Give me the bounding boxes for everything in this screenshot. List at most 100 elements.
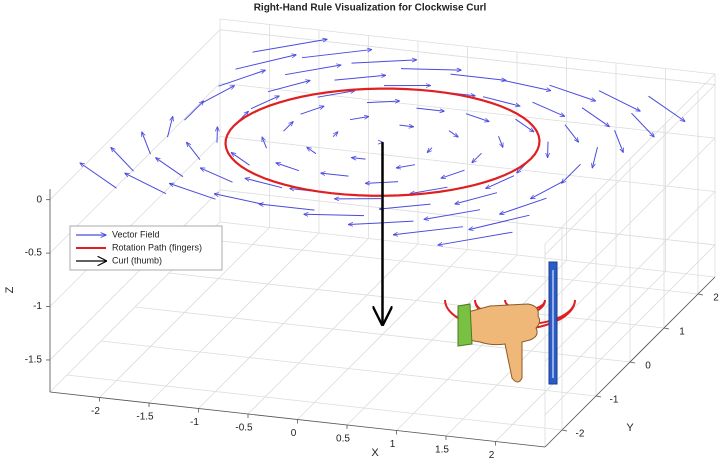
vector-arrow bbox=[167, 117, 173, 138]
x-tick-label: -0.5 bbox=[235, 423, 253, 434]
vector-arrow bbox=[366, 101, 399, 103]
vector-arrow bbox=[450, 73, 506, 80]
grid-line bbox=[219, 136, 716, 192]
vector-arrow bbox=[332, 132, 338, 138]
vector-arrow bbox=[564, 124, 578, 142]
vector-arrow bbox=[438, 231, 513, 245]
vector-arrow bbox=[111, 148, 134, 172]
vector-arrow bbox=[592, 147, 598, 168]
vector-arrow bbox=[614, 130, 624, 152]
vector-arrow bbox=[300, 106, 324, 115]
x-tick-label: -2 bbox=[91, 406, 100, 417]
y-axis-label: Y bbox=[626, 422, 634, 434]
vector-arrow bbox=[349, 220, 414, 224]
vector-arrow bbox=[252, 39, 327, 53]
vector-arrow bbox=[284, 65, 341, 76]
vector-arrow bbox=[379, 203, 431, 209]
grid-line bbox=[544, 84, 716, 255]
vector-arrow bbox=[631, 112, 655, 137]
y-tick-label: 0 bbox=[645, 361, 651, 372]
vector-arrow bbox=[581, 107, 609, 127]
grid-line bbox=[49, 189, 221, 361]
x-tick-label: 1 bbox=[390, 439, 396, 450]
vector-arrow bbox=[235, 55, 297, 70]
vector-arrow bbox=[214, 194, 266, 206]
vector-arrow bbox=[267, 80, 310, 93]
x-axis bbox=[49, 391, 546, 448]
vector-arrow bbox=[184, 101, 204, 121]
y-tick bbox=[629, 361, 636, 364]
vector-arrow bbox=[399, 125, 414, 127]
hand-icon bbox=[444, 261, 576, 385]
vector-arrow bbox=[549, 84, 596, 101]
vector-arrow bbox=[648, 95, 685, 121]
y-tick-label: -1 bbox=[610, 395, 619, 406]
vector-arrow bbox=[307, 147, 317, 155]
vector-arrow bbox=[187, 142, 201, 160]
grid-line bbox=[49, 136, 221, 307]
grid-line bbox=[66, 374, 563, 431]
vector-arrow bbox=[400, 69, 461, 70]
y-tick bbox=[561, 429, 568, 432]
y-tick-label: 2 bbox=[713, 293, 719, 304]
vector-arrow bbox=[531, 180, 564, 199]
chart-title: Right-Hand Rule Visualization for Clockw… bbox=[254, 3, 487, 14]
y-tick-label: 1 bbox=[679, 327, 685, 338]
hand bbox=[467, 303, 541, 383]
vector-arrow bbox=[276, 163, 300, 172]
vector-arrow bbox=[250, 96, 279, 110]
x-tick-label: 2 bbox=[489, 450, 495, 460]
grid-line bbox=[219, 82, 716, 139]
vector-arrow bbox=[416, 107, 445, 111]
grid-line bbox=[134, 306, 631, 363]
x-tick-label: 0 bbox=[291, 428, 297, 439]
vector-arrow bbox=[455, 192, 498, 204]
vector-arrow bbox=[283, 122, 294, 132]
vector-arrow bbox=[469, 214, 530, 229]
vector-arrow bbox=[245, 178, 283, 189]
x-tick-label: 1.5 bbox=[435, 445, 449, 456]
legend-label: Rotation Path (fingers) bbox=[112, 242, 202, 252]
grid-line bbox=[168, 272, 665, 329]
vector-arrow bbox=[317, 91, 355, 98]
grid-line bbox=[49, 82, 221, 254]
vector-arrow bbox=[321, 173, 349, 177]
vector-arrow bbox=[441, 169, 465, 178]
vector-arrow bbox=[482, 96, 520, 106]
legend-label: Curl (thumb) bbox=[112, 255, 162, 265]
vector-arrow bbox=[500, 197, 547, 214]
grid-line bbox=[544, 137, 716, 309]
vector-arrow bbox=[259, 204, 315, 211]
grid-line bbox=[49, 29, 221, 200]
z-tick-label: -1.5 bbox=[25, 355, 43, 366]
y-tick bbox=[595, 395, 602, 398]
vector-arrow bbox=[393, 226, 464, 235]
vector-arrow bbox=[424, 209, 481, 220]
vector-arrow bbox=[532, 101, 565, 116]
vector-arrow bbox=[170, 184, 216, 200]
vector-arrow bbox=[352, 158, 366, 160]
grid-line bbox=[544, 244, 716, 416]
vector-arrow bbox=[304, 214, 365, 215]
vector-arrow bbox=[499, 79, 551, 91]
rotation-path bbox=[224, 87, 541, 197]
vector-arrow bbox=[349, 116, 369, 121]
grid-line bbox=[202, 238, 699, 295]
z-tick-label: -0.5 bbox=[25, 248, 43, 259]
y-tick bbox=[663, 327, 670, 330]
grid-line bbox=[100, 340, 597, 397]
vector-arrow bbox=[472, 152, 482, 163]
vector-arrow bbox=[465, 113, 489, 122]
vector-arrow bbox=[498, 136, 503, 147]
legend: Vector Field Rotation Path (fingers) Curl … bbox=[69, 225, 223, 271]
vector-arrow bbox=[351, 60, 417, 64]
y-tick bbox=[697, 293, 704, 296]
vector-arrow bbox=[142, 132, 151, 155]
vector-arrow bbox=[200, 168, 233, 183]
z-axis-label: Z bbox=[4, 286, 16, 293]
legend-label: Vector Field bbox=[112, 229, 160, 239]
vector-arrow bbox=[125, 173, 167, 195]
x-tick-label: 0.5 bbox=[336, 434, 350, 445]
plot-marks bbox=[80, 39, 685, 324]
